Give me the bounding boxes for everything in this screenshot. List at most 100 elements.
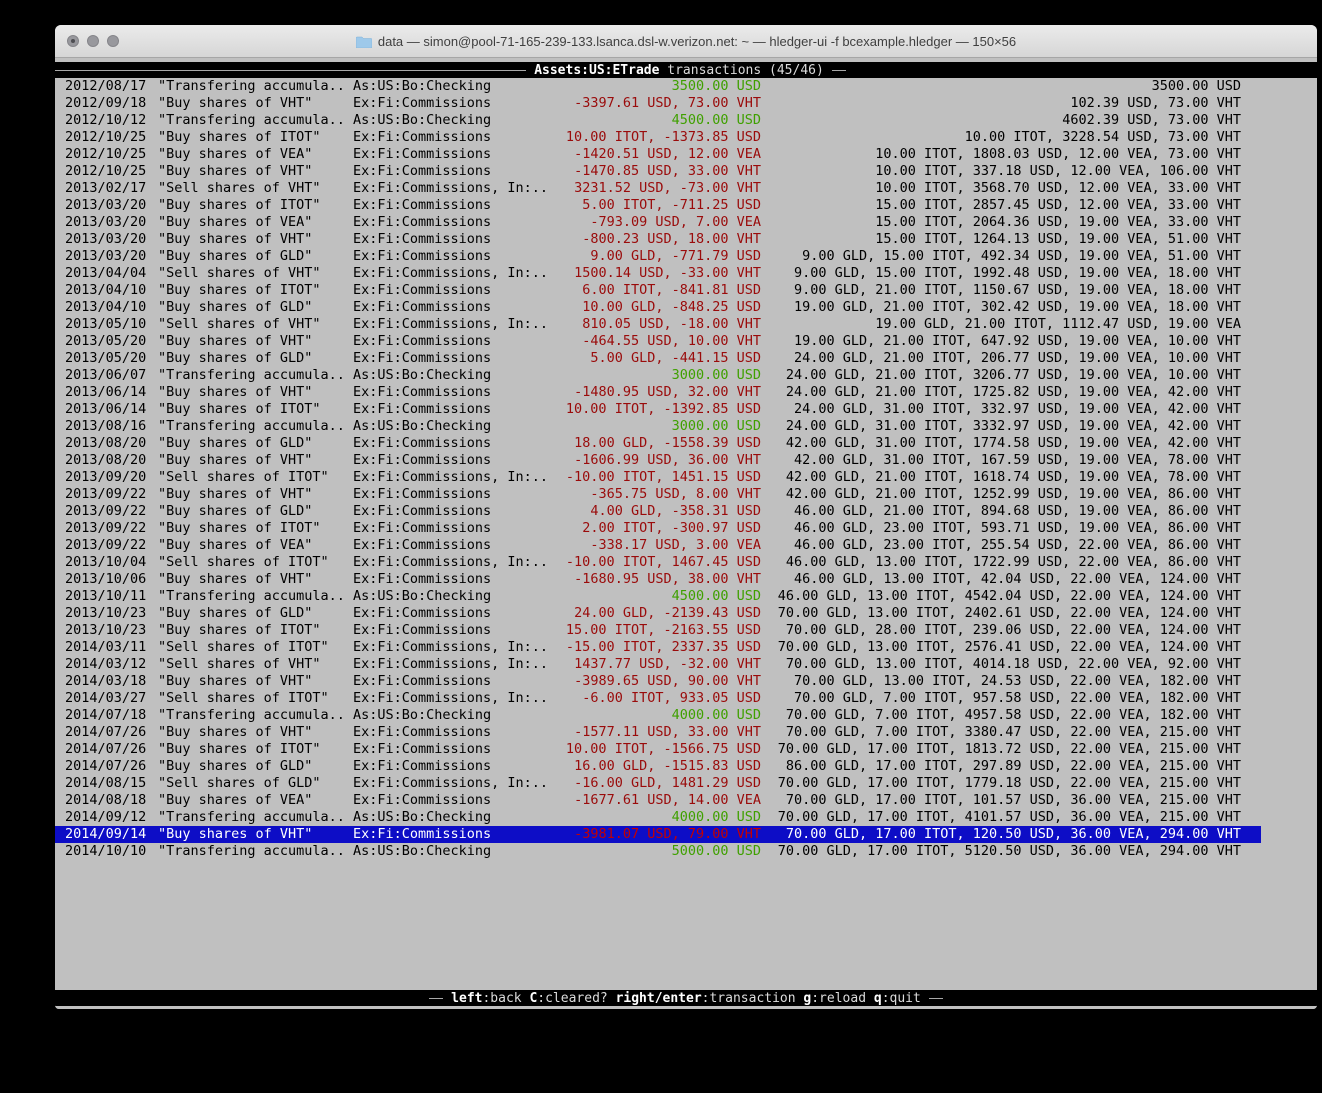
transaction-row[interactable]: 2012/10/12 "Transfering accumula.. As:US:B… bbox=[55, 112, 1261, 129]
transaction-description: "Buy shares of ITOT" bbox=[158, 741, 321, 757]
transaction-row[interactable]: 2014/07/26 "Buy shares of GLD" Ex:Fi:Commi… bbox=[55, 758, 1261, 775]
transaction-description: "Buy shares of GLD" bbox=[158, 435, 313, 451]
folder-icon bbox=[355, 35, 373, 48]
transaction-row[interactable]: 2014/09/14 "Buy shares of VHT" Ex:Fi:Commi… bbox=[55, 826, 1261, 843]
transaction-balance-amount: 10.00 ITOT, 337.18 USD, 12.00 VEA, 106.0… bbox=[875, 163, 1241, 179]
transaction-other-accounts: Ex:Fi:Commissions bbox=[353, 826, 492, 842]
transaction-other-accounts: Ex:Fi:Commissions, In:.. bbox=[353, 656, 549, 672]
transaction-row[interactable]: 2012/10/25 "Buy shares of ITOT" Ex:Fi:Comm… bbox=[55, 129, 1261, 146]
transaction-row[interactable]: 2013/10/11 "Transfering accumula.. As:US:B… bbox=[55, 588, 1261, 605]
transaction-description: "Transfering accumula.. bbox=[158, 843, 345, 859]
transaction-change-amount: -338.17 USD, 3.00 VEA bbox=[590, 537, 761, 553]
transaction-other-accounts: Ex:Fi:Commissions bbox=[353, 163, 492, 179]
transaction-row[interactable]: 2014/03/12 "Sell shares of VHT" Ex:Fi:Comm… bbox=[55, 656, 1261, 673]
transaction-row[interactable]: 2013/03/20 "Buy shares of VEA" Ex:Fi:Commi… bbox=[55, 214, 1261, 231]
transaction-row[interactable]: 2013/09/22 "Buy shares of VEA" Ex:Fi:Commi… bbox=[55, 537, 1261, 554]
transaction-row[interactable]: 2013/06/14 "Buy shares of VHT" Ex:Fi:Commi… bbox=[55, 384, 1261, 401]
transaction-description: "Sell shares of VHT" bbox=[158, 316, 321, 332]
transaction-row[interactable]: 2014/03/18 "Buy shares of VHT" Ex:Fi:Commi… bbox=[55, 673, 1261, 690]
transaction-row[interactable]: 2014/07/18 "Transfering accumula.. As:US:B… bbox=[55, 707, 1261, 724]
transaction-row[interactable]: 2014/07/26 "Buy shares of VHT" Ex:Fi:Commi… bbox=[55, 724, 1261, 741]
transaction-change-amount: -1470.85 USD, 33.00 VHT bbox=[574, 163, 761, 179]
transaction-other-accounts: Ex:Fi:Commissions, In:.. bbox=[353, 180, 549, 196]
transaction-balance-amount: 15.00 ITOT, 2857.45 USD, 12.00 VEA, 33.0… bbox=[875, 197, 1241, 213]
transaction-change-amount: -15.00 ITOT, 2337.35 USD bbox=[565, 639, 761, 655]
transaction-row[interactable]: 2013/04/04 "Sell shares of VHT" Ex:Fi:Comm… bbox=[55, 265, 1261, 282]
transaction-row[interactable]: 2013/04/10 "Buy shares of GLD" Ex:Fi:Commi… bbox=[55, 299, 1261, 316]
transaction-row[interactable]: 2012/09/18 "Buy shares of VHT" Ex:Fi:Commi… bbox=[55, 95, 1261, 112]
transaction-date: 2013/09/20 bbox=[65, 469, 147, 485]
transaction-row[interactable]: 2012/10/25 "Buy shares of VHT" Ex:Fi:Commi… bbox=[55, 163, 1261, 180]
transaction-row[interactable]: 2014/03/11 "Sell shares of ITOT" Ex:Fi:Com… bbox=[55, 639, 1261, 656]
transaction-row[interactable]: 2013/10/06 "Buy shares of VHT" Ex:Fi:Commi… bbox=[55, 571, 1261, 588]
transaction-row[interactable]: 2014/07/26 "Buy shares of ITOT" Ex:Fi:Comm… bbox=[55, 741, 1261, 758]
transaction-balance-amount: 46.00 GLD, 13.00 ITOT, 42.04 USD, 22.00 … bbox=[793, 571, 1241, 587]
transaction-change-amount: 1437.77 USD, -32.00 VHT bbox=[574, 656, 761, 672]
transaction-row[interactable]: 2013/05/10 "Sell shares of VHT" Ex:Fi:Comm… bbox=[55, 316, 1261, 333]
transaction-row[interactable]: 2013/10/04 "Sell shares of ITOT" Ex:Fi:Com… bbox=[55, 554, 1261, 571]
zoom-button[interactable] bbox=[107, 35, 119, 47]
transaction-date: 2012/10/12 bbox=[65, 112, 147, 128]
transaction-description: "Buy shares of ITOT" bbox=[158, 520, 321, 536]
transaction-row[interactable]: 2013/10/23 "Buy shares of ITOT" Ex:Fi:Comm… bbox=[55, 622, 1261, 639]
transaction-row[interactable]: 2013/09/22 "Buy shares of VHT" Ex:Fi:Commi… bbox=[55, 486, 1261, 503]
transaction-change-amount: -1606.99 USD, 36.00 VHT bbox=[574, 452, 761, 468]
transaction-row[interactable]: 2014/10/10 "Transfering accumula.. As:US:B… bbox=[55, 843, 1261, 860]
transaction-row[interactable]: 2013/03/20 "Buy shares of VHT" Ex:Fi:Commi… bbox=[55, 231, 1261, 248]
transaction-row[interactable]: 2013/09/22 "Buy shares of GLD" Ex:Fi:Commi… bbox=[55, 503, 1261, 520]
transaction-row[interactable]: 2013/08/16 "Transfering accumula.. As:US:B… bbox=[55, 418, 1261, 435]
transaction-change-amount: 10.00 GLD, -848.25 USD bbox=[582, 299, 761, 315]
transaction-row[interactable]: 2013/09/20 "Sell shares of ITOT" Ex:Fi:Com… bbox=[55, 469, 1261, 486]
transaction-balance-amount: 19.00 GLD, 21.00 ITOT, 647.92 USD, 19.00… bbox=[793, 333, 1241, 349]
transaction-row[interactable]: 2013/03/20 "Buy shares of ITOT" Ex:Fi:Comm… bbox=[55, 197, 1261, 214]
transaction-description: "Buy shares of VHT" bbox=[158, 163, 313, 179]
transaction-date: 2014/03/18 bbox=[65, 673, 147, 689]
transaction-date: 2013/09/22 bbox=[65, 537, 147, 553]
transaction-row[interactable]: 2013/09/22 "Buy shares of ITOT" Ex:Fi:Comm… bbox=[55, 520, 1261, 537]
window-titlebar[interactable]: data — simon@pool-71-165-239-133.lsanca.… bbox=[55, 25, 1317, 58]
transaction-description: "Buy shares of VEA" bbox=[158, 792, 313, 808]
key-hint: left:back bbox=[451, 990, 530, 1006]
transaction-change-amount: -10.00 ITOT, 1451.15 USD bbox=[565, 469, 761, 485]
transaction-row[interactable]: 2013/02/17 "Sell shares of VHT" Ex:Fi:Comm… bbox=[55, 180, 1261, 197]
transaction-change-amount: 2.00 ITOT, -300.97 USD bbox=[582, 520, 761, 536]
transaction-change-amount: 9.00 GLD, -771.79 USD bbox=[590, 248, 761, 264]
transaction-date: 2014/09/14 bbox=[65, 826, 147, 842]
transaction-date: 2013/10/11 bbox=[65, 588, 147, 604]
transaction-date: 2012/09/18 bbox=[65, 95, 147, 111]
transaction-row[interactable]: 2013/04/10 "Buy shares of ITOT" Ex:Fi:Comm… bbox=[55, 282, 1261, 299]
transaction-change-amount: 4000.00 USD bbox=[671, 809, 761, 825]
transaction-row[interactable]: 2014/08/15 "Sell shares of GLD" Ex:Fi:Comm… bbox=[55, 775, 1261, 792]
transaction-row[interactable]: 2013/06/07 "Transfering accumula.. As:US:B… bbox=[55, 367, 1261, 384]
transaction-row[interactable]: 2013/10/23 "Buy shares of GLD" Ex:Fi:Commi… bbox=[55, 605, 1261, 622]
transaction-change-amount: -3981.07 USD, 79.00 VHT bbox=[574, 826, 761, 842]
transaction-date: 2014/09/12 bbox=[65, 809, 147, 825]
transaction-other-accounts: Ex:Fi:Commissions bbox=[353, 571, 492, 587]
transaction-balance-amount: 70.00 GLD, 17.00 ITOT, 4101.57 USD, 36.0… bbox=[777, 809, 1241, 825]
transaction-change-amount: -800.23 USD, 18.00 VHT bbox=[582, 231, 761, 247]
transaction-row[interactable]: 2013/06/14 "Buy shares of ITOT" Ex:Fi:Comm… bbox=[55, 401, 1261, 418]
transaction-row[interactable]: 2012/08/17 "Transfering accumula.. As:US:B… bbox=[55, 78, 1261, 95]
minimize-button[interactable] bbox=[87, 35, 99, 47]
transaction-description: "Buy shares of VHT" bbox=[158, 231, 313, 247]
close-button[interactable] bbox=[67, 35, 79, 47]
transaction-balance-amount: 70.00 GLD, 17.00 ITOT, 1779.18 USD, 22.0… bbox=[777, 775, 1241, 791]
transaction-row[interactable]: 2014/09/12 "Transfering accumula.. As:US:B… bbox=[55, 809, 1261, 826]
transaction-other-accounts: Ex:Fi:Commissions bbox=[353, 146, 492, 162]
transaction-row[interactable]: 2013/03/20 "Buy shares of GLD" Ex:Fi:Commi… bbox=[55, 248, 1261, 265]
transaction-other-accounts: Ex:Fi:Commissions bbox=[353, 503, 492, 519]
transaction-change-amount: 1500.14 USD, -33.00 VHT bbox=[574, 265, 761, 281]
transaction-row[interactable]: 2013/05/20 "Buy shares of VHT" Ex:Fi:Commi… bbox=[55, 333, 1261, 350]
transaction-row[interactable]: 2013/08/20 "Buy shares of VHT" Ex:Fi:Commi… bbox=[55, 452, 1261, 469]
transaction-row[interactable]: 2012/10/25 "Buy shares of VEA" Ex:Fi:Commi… bbox=[55, 146, 1261, 163]
transaction-balance-amount: 19.00 GLD, 21.00 ITOT, 1112.47 USD, 19.0… bbox=[875, 316, 1241, 332]
transaction-change-amount: 6.00 ITOT, -841.81 USD bbox=[582, 282, 761, 298]
transaction-row[interactable]: 2014/03/27 "Sell shares of ITOT" Ex:Fi:Com… bbox=[55, 690, 1261, 707]
transaction-row[interactable]: 2013/08/20 "Buy shares of GLD" Ex:Fi:Commi… bbox=[55, 435, 1261, 452]
transaction-description: "Transfering accumula.. bbox=[158, 418, 345, 434]
transaction-description: "Buy shares of GLD" bbox=[158, 503, 313, 519]
transaction-row[interactable]: 2014/08/18 "Buy shares of VEA" Ex:Fi:Commi… bbox=[55, 792, 1261, 809]
transaction-row[interactable]: 2013/05/20 "Buy shares of GLD" Ex:Fi:Commi… bbox=[55, 350, 1261, 367]
transaction-date: 2014/08/15 bbox=[65, 775, 147, 791]
transaction-change-amount: 5.00 GLD, -441.15 USD bbox=[590, 350, 761, 366]
